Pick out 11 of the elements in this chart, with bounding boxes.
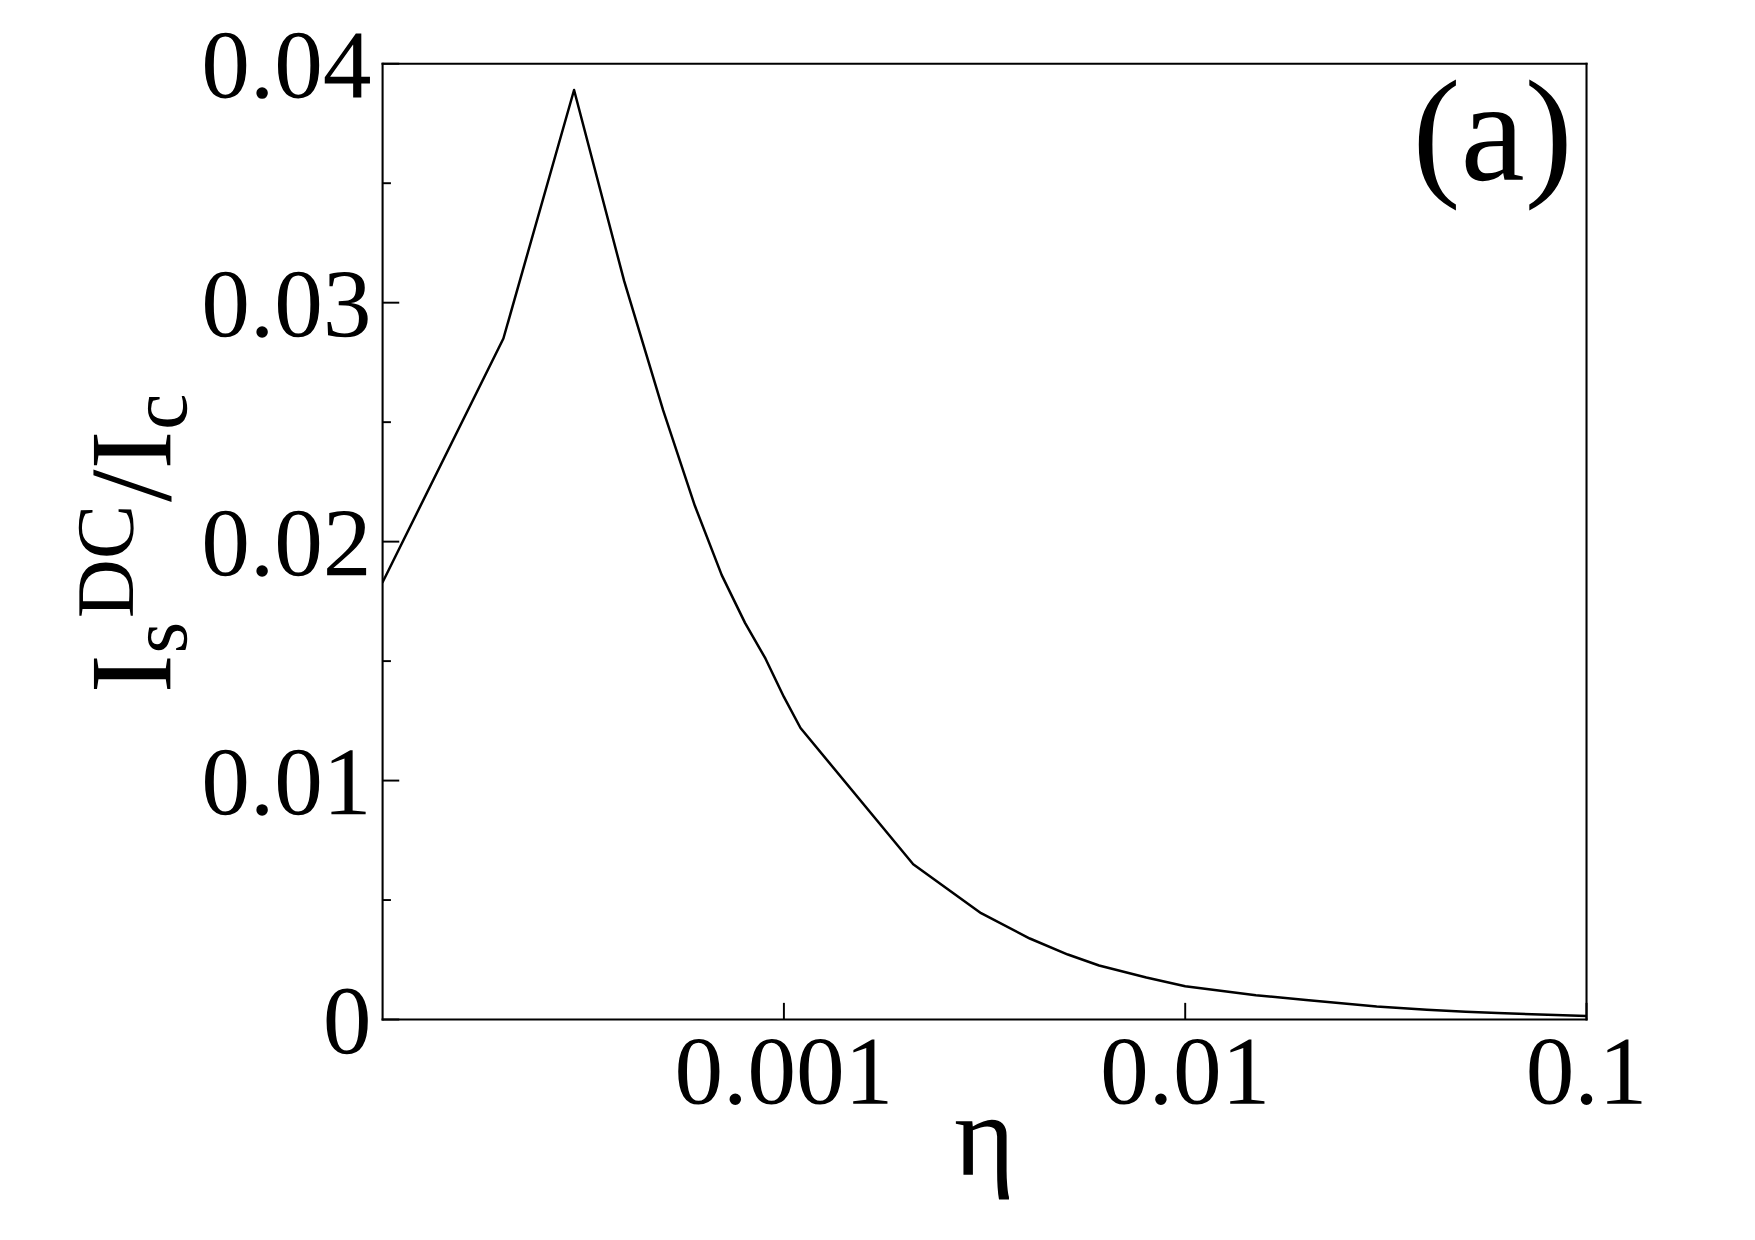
y-axis-title: I$_{s}$$^{DC}$/I$_{c}$ xyxy=(78,396,188,690)
y-tick-label: 0.03 xyxy=(205,271,368,338)
y-tick-label: 0.01 xyxy=(205,749,366,816)
annotation: (a) xyxy=(1418,79,1567,211)
y-tick-label: 0.04 xyxy=(205,32,370,99)
x-tick-label: 0.1 xyxy=(1529,1039,1642,1106)
x-axis-title: η xyxy=(955,1119,1009,1200)
x-tick-label: 0.001 xyxy=(678,1039,888,1106)
y-tick-label: 0 xyxy=(326,988,368,1055)
y-tick-label: 0.02 xyxy=(205,510,367,577)
x-tick-label: 0.01 xyxy=(1103,1039,1265,1106)
